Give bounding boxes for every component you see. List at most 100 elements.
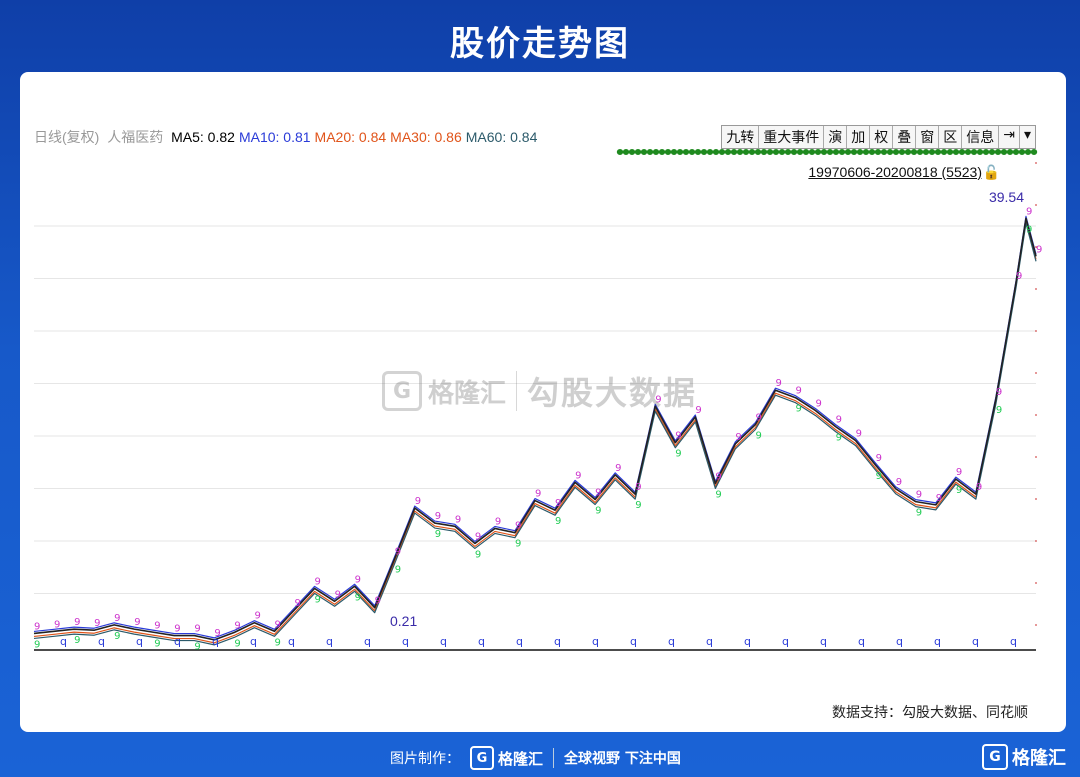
event-marker: [724, 149, 732, 155]
bottom-marker: q: [820, 635, 827, 648]
event-marker: [688, 149, 696, 155]
toolbar-button-6[interactable]: 窗: [916, 126, 940, 148]
date-range-label[interactable]: 19970606-20200818 (5523): [808, 164, 982, 180]
toolbar-button-2[interactable]: 演: [824, 126, 848, 148]
signal-marker: 9: [415, 496, 421, 507]
event-marker: [922, 149, 930, 155]
signal-marker: 9: [214, 628, 220, 639]
event-marker: [934, 149, 942, 155]
legend-period: 日线(复权): [34, 129, 100, 145]
event-marker: [838, 149, 846, 155]
bottom-marker: q: [364, 635, 371, 648]
event-marker: [646, 149, 654, 155]
signal-marker: 9: [896, 477, 902, 488]
signal-marker: 9: [715, 489, 721, 500]
toolbar-button-10[interactable]: ▾: [1019, 126, 1035, 148]
event-marker: [862, 149, 870, 155]
toolbar-button-4[interactable]: 权: [870, 126, 894, 148]
bottom-marker: q: [98, 635, 105, 648]
footer-brand: 格隆汇: [498, 749, 544, 768]
event-marker: [664, 149, 672, 155]
event-marker: [652, 149, 660, 155]
event-marker: [748, 149, 756, 155]
ma10-line: [33, 215, 1037, 639]
signal-marker: 9: [836, 433, 842, 444]
signal-marker: 9: [54, 619, 60, 630]
signal-marker: 9: [836, 415, 842, 426]
event-marker: [976, 149, 984, 155]
bottom-marker: q: [60, 635, 67, 648]
bottom-marker: q: [706, 635, 713, 648]
signal-marker: 9: [615, 463, 621, 474]
event-marker: [742, 149, 750, 155]
event-marker: [712, 149, 720, 155]
signal-marker: 9: [535, 489, 541, 500]
bottom-marker: q: [136, 635, 143, 648]
signal-marker: 9: [174, 624, 180, 635]
signal-marker: 9: [1016, 271, 1022, 282]
toolbar-button-8[interactable]: 信息: [962, 126, 1000, 148]
event-marker: [622, 149, 630, 155]
signal-marker: 9: [134, 617, 140, 628]
signal-marker: 9: [34, 639, 40, 650]
signal-marker: 9: [916, 490, 922, 501]
event-marker: [784, 149, 792, 155]
event-marker: [964, 149, 972, 155]
toolbar-button-7[interactable]: 区: [939, 126, 963, 148]
signal-marker: 9: [635, 500, 641, 511]
signal-marker: 9: [796, 386, 802, 397]
bottom-marker: q: [858, 635, 865, 648]
bottom-marker: q: [972, 635, 979, 648]
signal-marker: 9: [715, 471, 721, 482]
event-marker: [886, 149, 894, 155]
toolbar-button-9[interactable]: ⇥: [999, 126, 1020, 148]
page-title: 股价走势图: [450, 24, 630, 64]
signal-marker: 9: [94, 618, 100, 629]
signal-marker: 9: [355, 574, 361, 585]
signal-marker: 9: [114, 631, 120, 642]
legend-stock: 人福医药: [107, 129, 164, 145]
event-marker: [1018, 149, 1026, 155]
event-marker: [736, 149, 744, 155]
event-marker: [628, 149, 636, 155]
signal-marker: 9: [675, 431, 681, 442]
event-marker: [850, 149, 858, 155]
signal-marker: 9: [274, 637, 280, 648]
signal-marker: 9: [856, 429, 862, 440]
signal-marker: 9: [876, 453, 882, 464]
event-marker: [676, 149, 684, 155]
bottom-marker: q: [478, 635, 485, 648]
ma20-line: [33, 220, 1037, 644]
signal-marker: 9: [194, 624, 200, 635]
toolbar-button-3[interactable]: 加: [847, 126, 871, 148]
toolbar-button-0[interactable]: 九转: [722, 126, 760, 148]
signal-marker: 9: [796, 404, 802, 415]
signal-marker: 9: [655, 394, 661, 405]
toolbar-button-1[interactable]: 重大事件: [759, 126, 825, 148]
event-marker: [904, 149, 912, 155]
signal-marker: 9: [74, 617, 80, 628]
bottom-marker: q: [592, 635, 599, 648]
signal-marker: 9: [375, 596, 381, 607]
event-marker: [760, 149, 768, 155]
toolbar-button-5[interactable]: 叠: [893, 126, 917, 148]
event-marker: [700, 149, 708, 155]
event-marker: [802, 149, 810, 155]
event-marker: [772, 149, 780, 155]
event-marker: [1024, 149, 1032, 155]
max-price-label: 39.54: [988, 189, 1024, 205]
ma-item-2: MA20: 0.84: [314, 129, 387, 145]
event-marker: [1030, 149, 1038, 155]
event-marker: [814, 149, 822, 155]
bottom-marker: q: [782, 635, 789, 648]
ma-item-0: MA5: 0.82: [171, 129, 235, 145]
event-marker: [982, 149, 990, 155]
event-marker: [682, 149, 690, 155]
event-marker: [694, 149, 702, 155]
price-line: [33, 217, 1037, 641]
event-marker: [730, 149, 738, 155]
signal-marker: 9: [234, 638, 240, 649]
ma-item-1: MA10: 0.81: [238, 129, 311, 145]
event-marker: [796, 149, 804, 155]
lock-icon[interactable]: 🔓: [982, 165, 1000, 181]
